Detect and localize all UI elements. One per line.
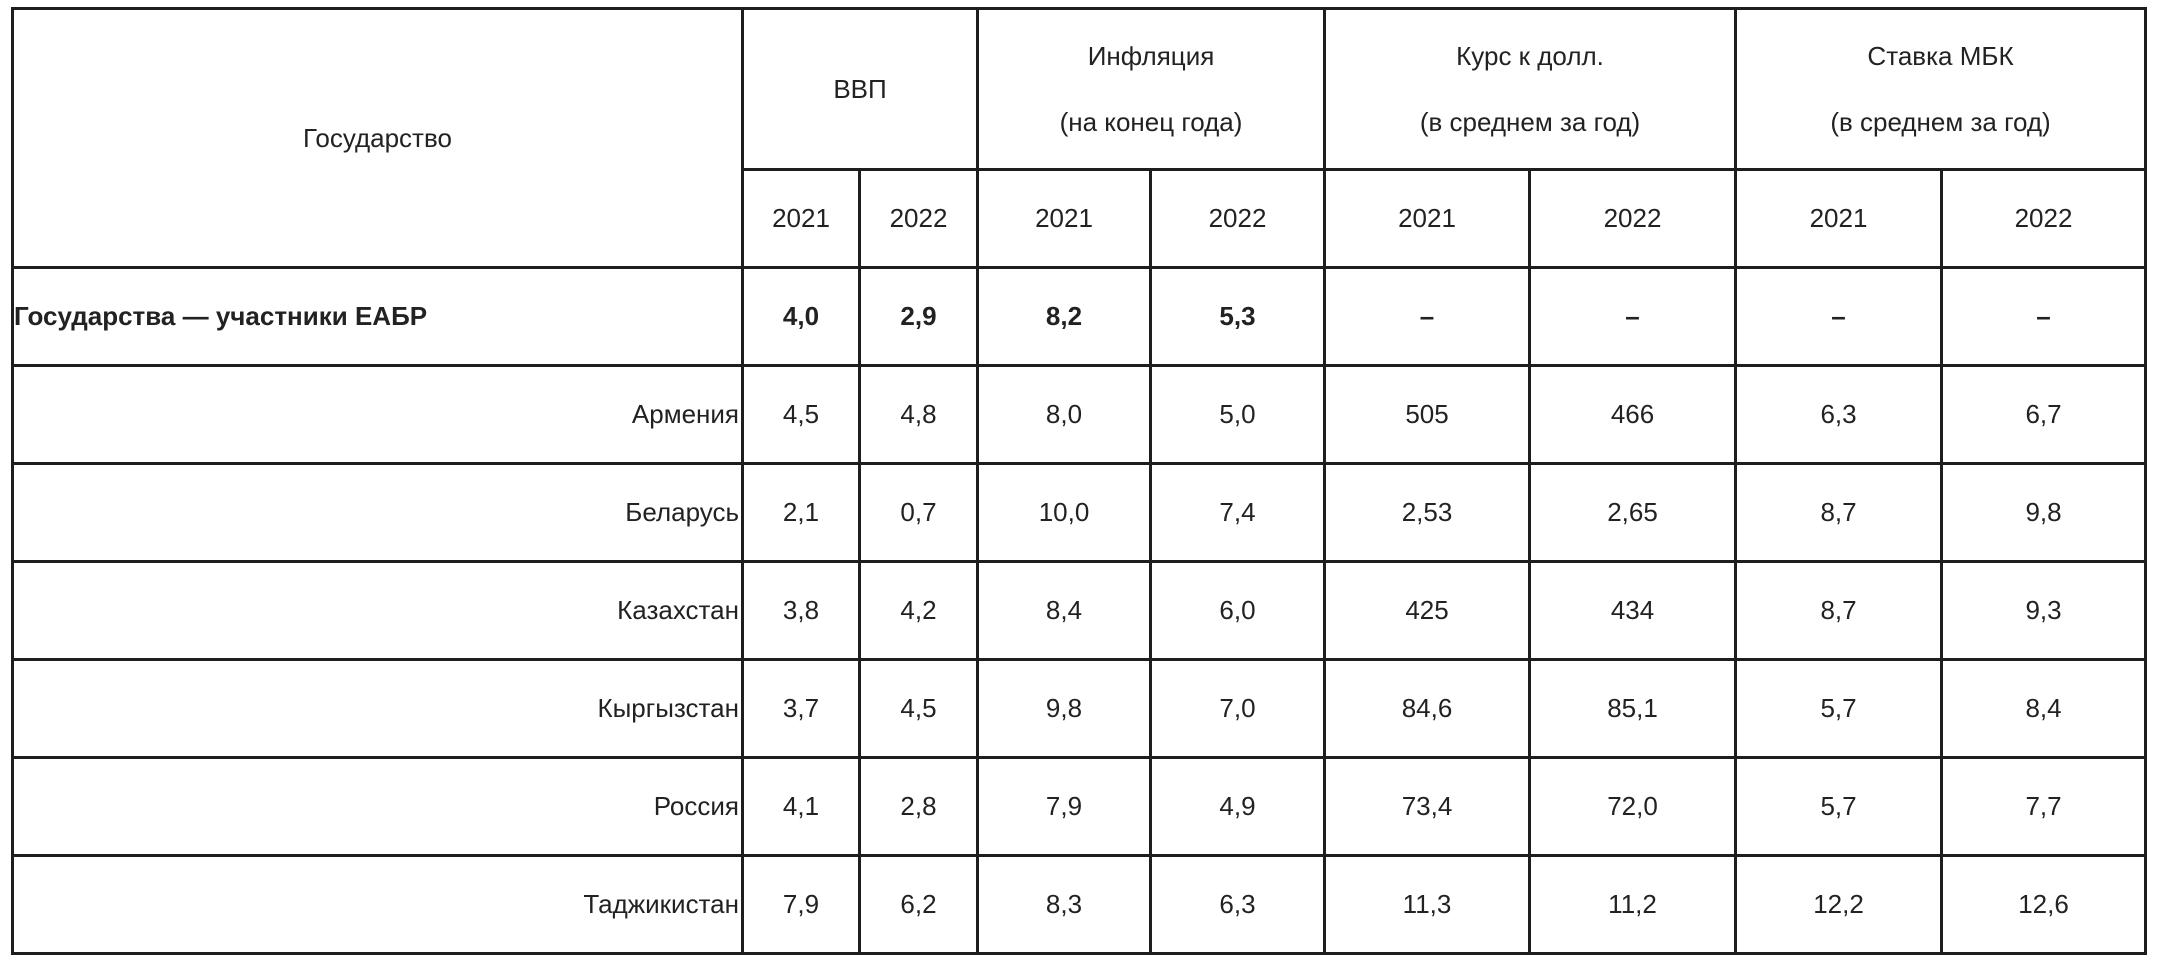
value-cell: 7,9 [976, 756, 1152, 857]
value-cell: 4,1 [741, 756, 861, 857]
value-cell: 6,0 [1148, 560, 1327, 661]
value-cell: 4,5 [741, 364, 861, 465]
year-row: 2021 2022 2021 2022 2021 2022 2021 2022 [13, 168, 2148, 269]
year-cell: 2022 [858, 168, 979, 269]
value-cell: 9,3 [1940, 560, 2148, 661]
value-cell: 8,2 [976, 266, 1152, 367]
header-line: (на конец года) [1059, 107, 1243, 137]
value-cell: 7,7 [1940, 756, 2148, 857]
value-cell: 4,0 [741, 266, 861, 367]
header-line: Ставка МБК [1867, 41, 2014, 71]
value-cell: 8,7 [1734, 462, 1944, 563]
value-cell: 3,7 [741, 658, 861, 759]
value-cell: 2,8 [858, 756, 979, 857]
value-cell: 2,65 [1528, 462, 1738, 563]
table-body: Государство ВВП Инфляция (на конец года) Кур… [11, 7, 2148, 955]
value-cell: 7,9 [741, 854, 861, 955]
value-cell: 12,6 [1940, 854, 2148, 955]
value-cell: 2,53 [1323, 462, 1532, 563]
year-cell: 2022 [1148, 168, 1327, 269]
value-cell: – [1528, 266, 1738, 367]
value-cell: 7,0 [1148, 658, 1327, 759]
value-cell: 0,7 [858, 462, 979, 563]
value-cell: – [1323, 266, 1532, 367]
value-cell: 4,2 [858, 560, 979, 661]
value-cell: 6,2 [858, 854, 979, 955]
value-cell: 3,8 [741, 560, 861, 661]
value-cell: 434 [1528, 560, 1738, 661]
table-row: Кыргызстан 3,7 4,5 9,8 7,0 84,6 85,1 5,7 8,4 [11, 658, 2148, 759]
table-row: Государства — участники ЕАБР 4,0 2,9 8,2 5,3… [11, 266, 2148, 367]
value-cell: 2,1 [741, 462, 861, 563]
value-cell: 11,2 [1528, 854, 1738, 955]
value-cell: 4,9 [1148, 756, 1327, 857]
value-cell: 11,3 [1323, 854, 1532, 955]
value-cell: 8,0 [976, 364, 1152, 465]
table-row: Таджикистан 7,9 6,2 8,3 6,3 11,3 11,2 12,2 12,6 [11, 854, 2148, 955]
year-cell: 2021 [1323, 168, 1532, 269]
header-cell: Государство [11, 7, 744, 269]
value-cell: 73,4 [1323, 756, 1532, 857]
value-cell: 8,3 [976, 854, 1152, 955]
year-cell: 2021 [741, 168, 861, 269]
value-cell: 6,3 [1148, 854, 1327, 955]
header-group: Ставка МБК (в среднем за год) [1734, 7, 2148, 171]
value-cell: 4,5 [858, 658, 979, 759]
header-line: Инфляция [1087, 41, 1215, 71]
value-cell: 10,0 [976, 462, 1152, 563]
table-row: Беларусь 2,1 0,7 10,0 7,4 2,53 2,65 8,7 9,8 [11, 462, 2148, 563]
header-group: Курс к долл. (в среднем за год) [1323, 7, 1738, 171]
value-cell: – [1734, 266, 1944, 367]
country-cell: Таджикистан [11, 854, 744, 955]
value-cell: – [1940, 266, 2148, 367]
header-group: Инфляция (на конец года) [975, 7, 1327, 171]
table-row: Россия 4,1 2,8 7,9 4,9 73,4 72,0 5,7 7,7 [11, 756, 2148, 857]
header-line: ВВП [833, 74, 887, 104]
value-cell: 72,0 [1528, 756, 1738, 857]
year-cell: 2022 [1528, 168, 1738, 269]
value-cell: 5,7 [1734, 658, 1944, 759]
year-cell: 2021 [1734, 168, 1944, 269]
header-line: (в среднем за год) [1830, 107, 2051, 137]
value-cell: 7,4 [1148, 462, 1327, 563]
header-line: (в среднем за год) [1419, 107, 1641, 137]
value-cell: 8,4 [976, 560, 1152, 661]
value-cell: 6,7 [1940, 364, 2148, 465]
value-cell: 425 [1323, 560, 1532, 661]
data-table: Государство ВВП Инфляция (на конец года) Кур… [11, 7, 2148, 955]
country-cell: Россия [11, 756, 744, 857]
country-cell: Беларусь [11, 462, 744, 563]
value-cell: 4,8 [858, 364, 979, 465]
value-cell: 85,1 [1528, 658, 1738, 759]
value-cell: 9,8 [1940, 462, 2148, 563]
value-cell: 5,0 [1148, 364, 1327, 465]
country-cell: Армения [11, 364, 744, 465]
year-cell: 2022 [1940, 168, 2148, 269]
value-cell: 8,4 [1940, 658, 2148, 759]
value-cell: 5,7 [1734, 756, 1944, 857]
country-cell: Казахстан [11, 560, 744, 661]
header-line: Курс к долл. [1456, 41, 1604, 71]
value-cell: 466 [1528, 364, 1738, 465]
value-cell: 6,3 [1734, 364, 1944, 465]
table-row: Казахстан 3,8 4,2 8,4 6,0 425 434 8,7 9,3 [11, 560, 2148, 661]
country-cell: Кыргызстан [11, 658, 744, 759]
value-cell: 8,7 [1734, 560, 1944, 661]
header-group: ВВП [741, 7, 979, 171]
value-cell: 9,8 [976, 658, 1152, 759]
table-row: Армения 4,5 4,8 8,0 5,0 505 466 6,3 6,7 [11, 364, 2148, 465]
header-row: Государство ВВП Инфляция (на конец года) Кур… [11, 7, 2148, 269]
country-cell: Государства — участники ЕАБР [11, 266, 744, 367]
value-cell: 84,6 [1323, 658, 1532, 759]
value-cell: 2,9 [858, 266, 979, 367]
year-cell: 2021 [976, 168, 1152, 269]
value-cell: 5,3 [1148, 266, 1327, 367]
value-cell: 505 [1323, 364, 1532, 465]
value-cell: 12,2 [1734, 854, 1944, 955]
